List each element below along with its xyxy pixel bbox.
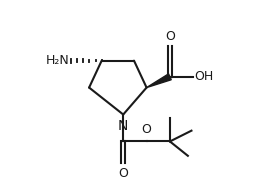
Text: O: O [118, 167, 128, 180]
Text: H₂N: H₂N [46, 54, 69, 67]
Text: OH: OH [194, 70, 213, 83]
Text: N: N [118, 119, 128, 133]
Text: O: O [165, 30, 175, 43]
Text: O: O [142, 123, 151, 136]
Polygon shape [147, 74, 171, 88]
